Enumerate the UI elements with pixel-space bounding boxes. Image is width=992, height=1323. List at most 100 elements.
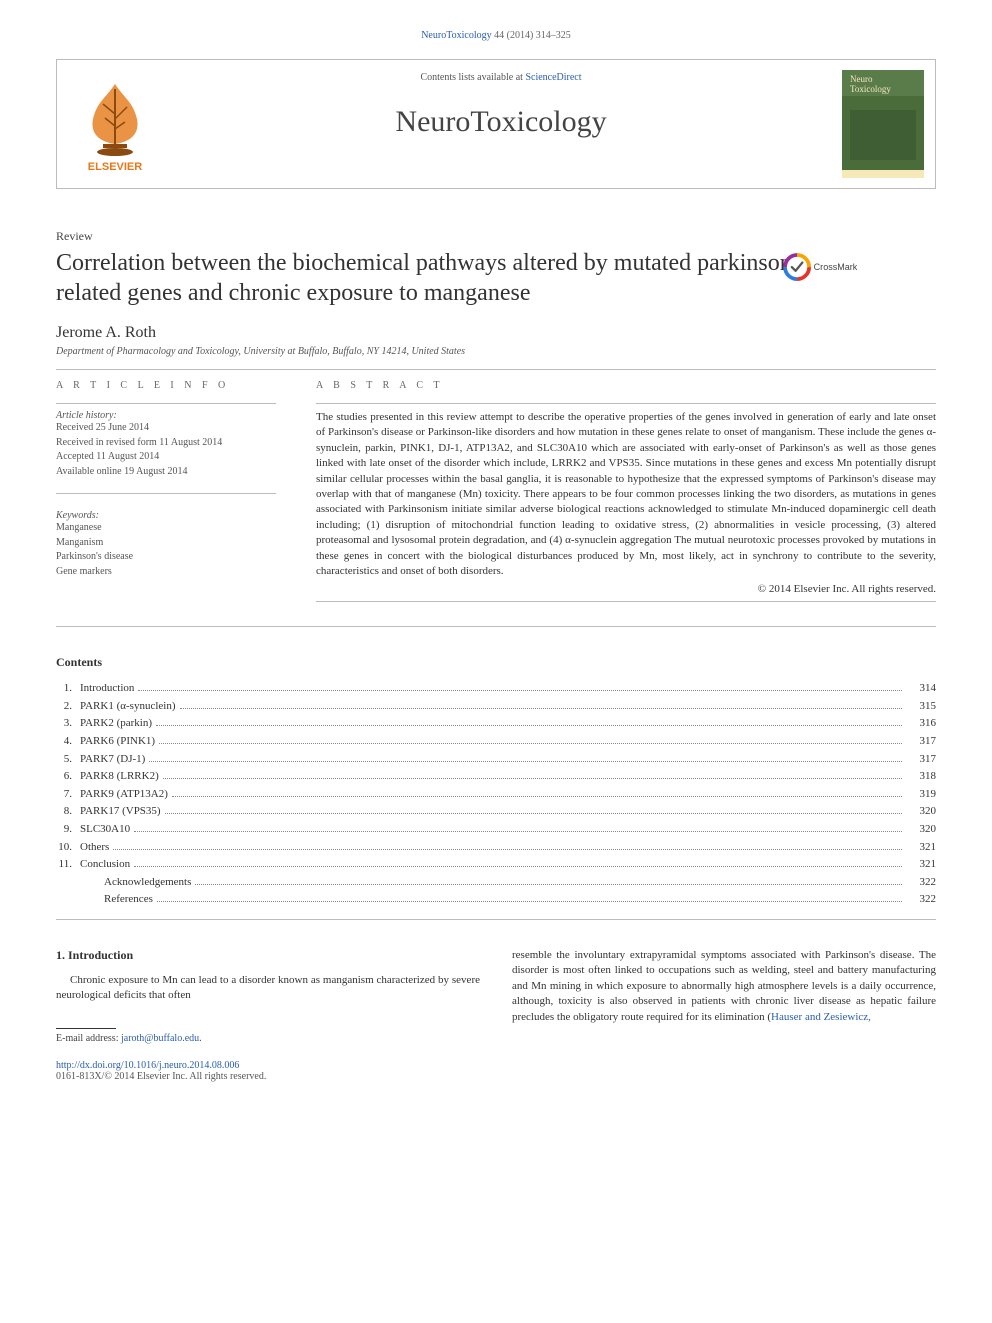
toc-number: 1. xyxy=(56,680,80,698)
journal-name: NeuroToxicology xyxy=(395,105,606,139)
doi-block: http://dx.doi.org/10.1016/j.neuro.2014.0… xyxy=(56,1060,480,1082)
history-line: Available online 19 August 2014 xyxy=(56,465,276,480)
sciencedirect-link[interactable]: ScienceDirect xyxy=(525,72,581,83)
toc-row[interactable]: 7.PARK9 (ATP13A2) 319 xyxy=(56,786,936,804)
toc-page: 319 xyxy=(906,786,936,804)
toc-number: 11. xyxy=(56,856,80,874)
toc-leader-icon xyxy=(113,849,902,850)
divider-icon xyxy=(56,369,936,370)
author-name: Jerome A. Roth xyxy=(56,324,936,342)
toc-leader-icon xyxy=(180,708,903,709)
elsevier-logo-icon[interactable]: ELSEVIER xyxy=(75,74,155,174)
toc-label: PARK17 (VPS35) xyxy=(80,803,161,821)
svg-text:Toxicology: Toxicology xyxy=(850,84,891,94)
toc-leader-icon xyxy=(149,761,902,762)
abstract-text: The studies presented in this review att… xyxy=(316,410,936,579)
crossmark-badge-icon[interactable]: CrossMark xyxy=(782,252,880,282)
toc-row[interactable]: 6.PARK8 (LRRK2) 318 xyxy=(56,768,936,786)
toc-leader-icon xyxy=(134,831,902,832)
article-meta-row: A R T I C L E I N F O Article history: R… xyxy=(56,380,936,608)
toc-page: 316 xyxy=(906,715,936,733)
toc-number: 10. xyxy=(56,839,80,857)
toc-row[interactable]: 9.SLC30A10320 xyxy=(56,821,936,839)
toc-label: PARK9 (ATP13A2) xyxy=(80,786,168,804)
toc-row[interactable]: References 322 xyxy=(56,891,936,909)
toc-row[interactable]: 3.PARK2 (parkin) 316 xyxy=(56,715,936,733)
keyword-item: Gene markers xyxy=(56,565,276,580)
article-type-label: Review xyxy=(56,229,936,244)
toc-page: 322 xyxy=(906,891,936,909)
toc-leader-icon xyxy=(159,743,902,744)
toc-label: Others xyxy=(80,839,109,857)
svg-text:CrossMark: CrossMark xyxy=(814,262,858,272)
keyword-item: Manganism xyxy=(56,536,276,551)
doi-link[interactable]: http://dx.doi.org/10.1016/j.neuro.2014.0… xyxy=(56,1060,239,1071)
toc-number: 8. xyxy=(56,803,80,821)
toc-row[interactable]: 11.Conclusion321 xyxy=(56,856,936,874)
toc-label: PARK7 (DJ-1) xyxy=(80,751,145,769)
svg-text:Neuro: Neuro xyxy=(850,74,873,84)
toc-row[interactable]: 4.PARK6 (PINK1) 317 xyxy=(56,733,936,751)
footnote-rule-icon xyxy=(56,1028,116,1029)
toc-leader-icon xyxy=(134,866,902,867)
intro-heading: 1. Introduction xyxy=(56,948,480,963)
journal-cover-icon[interactable]: Neuro Toxicology xyxy=(842,70,924,178)
toc-page: 318 xyxy=(906,768,936,786)
toc-label: Introduction xyxy=(80,680,134,698)
history-heading: Article history: xyxy=(56,410,276,421)
history-line: Accepted 11 August 2014 xyxy=(56,450,276,465)
toc-leader-icon xyxy=(165,813,902,814)
citation-link[interactable]: Hauser and Zesiewicz, xyxy=(771,1011,871,1023)
citation-volpages: 44 (2014) 314–325 xyxy=(494,30,571,41)
toc-row[interactable]: Acknowledgements322 xyxy=(56,874,936,892)
author-email-link[interactable]: jaroth@buffalo.edu xyxy=(121,1033,199,1044)
publisher-logo-cell: ELSEVIER xyxy=(57,60,172,188)
keyword-item: Manganese xyxy=(56,521,276,536)
body-col-left: 1. Introduction Chronic exposure to Mn c… xyxy=(56,948,480,1082)
table-of-contents: 1.Introduction3142.PARK1 (α-synuclein)31… xyxy=(56,680,936,909)
journal-cover-cell: Neuro Toxicology xyxy=(830,60,935,188)
toc-number: 3. xyxy=(56,715,80,733)
toc-leader-icon xyxy=(156,725,902,726)
toc-row[interactable]: 8.PARK17 (VPS35) 320 xyxy=(56,803,936,821)
header-center: Contents lists available at ScienceDirec… xyxy=(172,60,830,188)
toc-page: 317 xyxy=(906,751,936,769)
toc-page: 317 xyxy=(906,733,936,751)
history-line: Received 25 June 2014 xyxy=(56,421,276,436)
toc-label: References xyxy=(104,891,153,909)
toc-leader-icon xyxy=(172,796,902,797)
sciencedirect-line: Contents lists available at ScienceDirec… xyxy=(420,72,581,83)
body-columns: 1. Introduction Chronic exposure to Mn c… xyxy=(56,948,936,1082)
intro-para-left: Chronic exposure to Mn can lead to a dis… xyxy=(56,973,480,1004)
copyright-line: © 2014 Elsevier Inc. All rights reserved… xyxy=(316,583,936,595)
article-info-col: A R T I C L E I N F O Article history: R… xyxy=(56,380,276,608)
svg-text:ELSEVIER: ELSEVIER xyxy=(87,161,141,173)
toc-number: 7. xyxy=(56,786,80,804)
toc-number: 4. xyxy=(56,733,80,751)
toc-number: 6. xyxy=(56,768,80,786)
toc-number: 9. xyxy=(56,821,80,839)
email-footnote: E-mail address: jaroth@buffalo.edu. xyxy=(56,1033,480,1044)
abstract-heading: A B S T R A C T xyxy=(316,380,936,391)
toc-page: 315 xyxy=(906,698,936,716)
toc-page: 320 xyxy=(906,803,936,821)
toc-label: Conclusion xyxy=(80,856,130,874)
issn-line: 0161-813X/© 2014 Elsevier Inc. All right… xyxy=(56,1071,480,1082)
toc-row[interactable]: 2.PARK1 (α-synuclein)315 xyxy=(56,698,936,716)
toc-leader-icon xyxy=(163,778,902,779)
author-affiliation: Department of Pharmacology and Toxicolog… xyxy=(56,346,936,357)
toc-label: PARK6 (PINK1) xyxy=(80,733,155,751)
toc-page: 321 xyxy=(906,839,936,857)
toc-row[interactable]: 5.PARK7 (DJ-1)317 xyxy=(56,751,936,769)
abstract-col: A B S T R A C T The studies presented in… xyxy=(316,380,936,608)
toc-label: PARK1 (α-synuclein) xyxy=(80,698,176,716)
toc-row[interactable]: 1.Introduction314 xyxy=(56,680,936,698)
toc-leader-icon xyxy=(157,901,902,902)
toc-label: PARK2 (parkin) xyxy=(80,715,152,733)
journal-header-box: ELSEVIER Contents lists available at Sci… xyxy=(56,59,936,189)
citation-journal[interactable]: NeuroToxicology xyxy=(421,30,491,41)
toc-row[interactable]: 10.Others 321 xyxy=(56,839,936,857)
toc-page: 320 xyxy=(906,821,936,839)
history-line: Received in revised form 11 August 2014 xyxy=(56,436,276,451)
toc-label: PARK8 (LRRK2) xyxy=(80,768,159,786)
